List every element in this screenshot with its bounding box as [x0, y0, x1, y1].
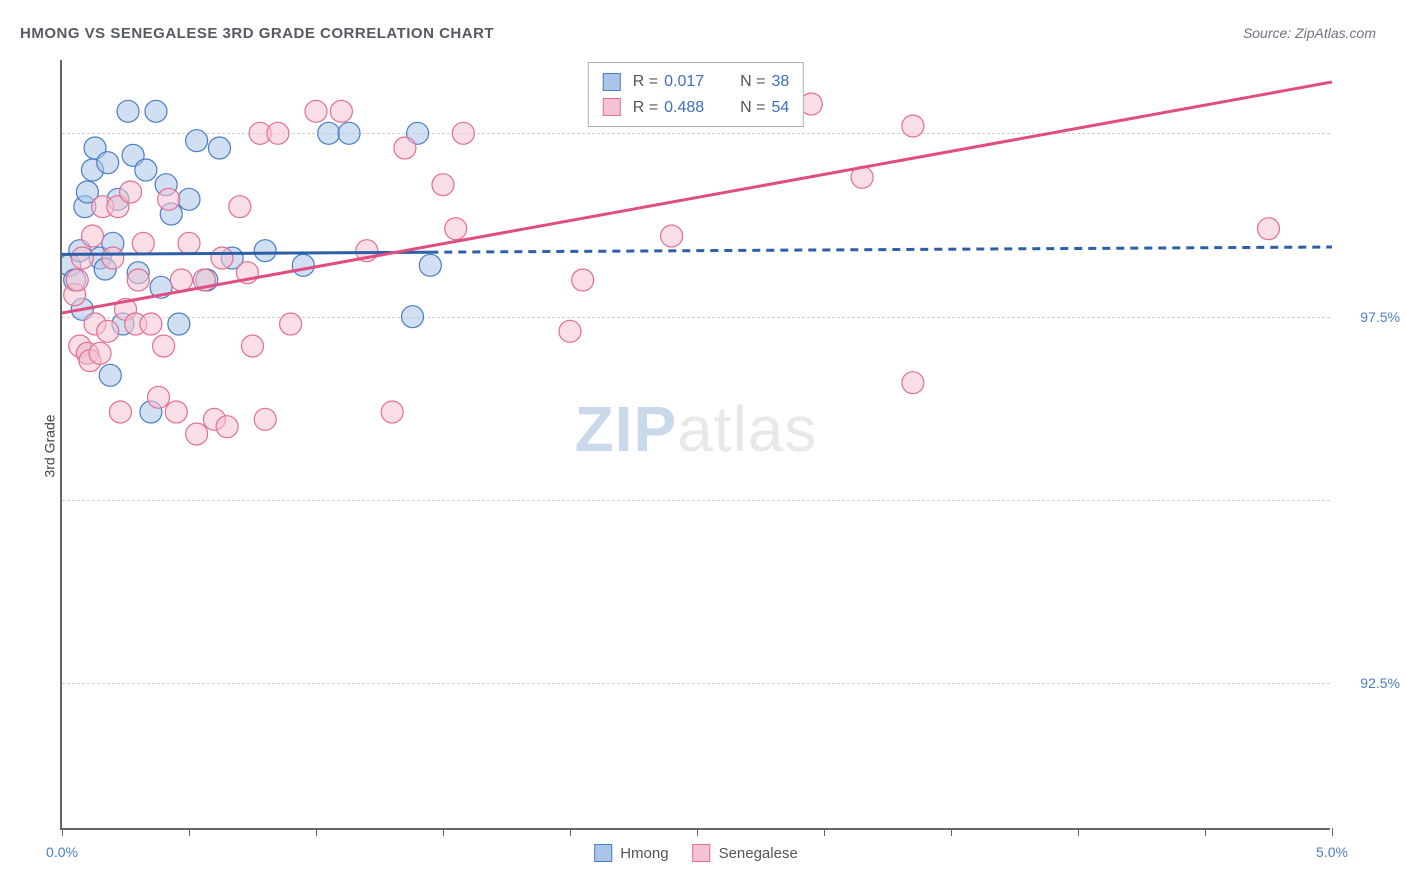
- stats-row-senegalese: R = 0.488 N = 54: [603, 95, 789, 121]
- plot-area: ZIPatlas 92.5%97.5% 0.0%5.0% R = 0.017 N…: [60, 60, 1330, 830]
- data-point: [117, 100, 139, 122]
- x-tick-label: 5.0%: [1316, 844, 1348, 860]
- stats-row-hmong: R = 0.017 N = 38: [603, 69, 789, 95]
- r-label: R =: [633, 69, 658, 95]
- data-point: [178, 188, 200, 210]
- data-point: [135, 159, 157, 181]
- data-point: [452, 122, 474, 144]
- bottom-legend: Hmong Senegalese: [594, 844, 798, 862]
- y-tick-label: 97.5%: [1340, 309, 1400, 325]
- regression-line-extrapolated: [430, 247, 1332, 252]
- swatch-senegalese: [603, 98, 621, 116]
- data-point: [318, 122, 340, 144]
- x-tick-label: 0.0%: [46, 844, 78, 860]
- n-label: N =: [740, 69, 765, 95]
- data-point: [292, 254, 314, 276]
- data-point: [216, 416, 238, 438]
- legend-item-hmong: Hmong: [594, 844, 668, 862]
- n-value-hmong: 38: [771, 69, 789, 95]
- data-point: [267, 122, 289, 144]
- regression-line: [62, 252, 430, 254]
- data-point: [170, 269, 192, 291]
- data-point: [158, 188, 180, 210]
- data-point: [97, 320, 119, 342]
- data-point: [902, 115, 924, 137]
- r-label: R =: [633, 95, 658, 121]
- data-point: [71, 247, 93, 269]
- data-point: [89, 342, 111, 364]
- data-point: [97, 152, 119, 174]
- data-point: [330, 100, 352, 122]
- data-point: [338, 122, 360, 144]
- data-point: [109, 401, 131, 423]
- y-tick-label: 92.5%: [1340, 675, 1400, 691]
- chart-title: HMONG VS SENEGALESE 3RD GRADE CORRELATIO…: [20, 25, 494, 42]
- data-point: [1258, 218, 1280, 240]
- legend-item-senegalese: Senegalese: [693, 844, 798, 862]
- data-point: [178, 232, 200, 254]
- legend-swatch-senegalese: [693, 844, 711, 862]
- data-point: [432, 174, 454, 196]
- stats-box: R = 0.017 N = 38 R = 0.488 N = 54: [588, 62, 804, 127]
- data-point: [99, 364, 121, 386]
- swatch-hmong: [603, 73, 621, 91]
- data-point: [66, 269, 88, 291]
- legend-swatch-hmong: [594, 844, 612, 862]
- data-point: [254, 408, 276, 430]
- data-point: [132, 232, 154, 254]
- r-value-hmong: 0.017: [664, 69, 724, 95]
- data-point: [120, 181, 142, 203]
- data-point: [211, 247, 233, 269]
- r-value-senegalese: 0.488: [664, 95, 724, 121]
- data-point: [168, 313, 190, 335]
- data-point: [254, 240, 276, 262]
- data-point: [305, 100, 327, 122]
- data-point: [186, 423, 208, 445]
- data-point: [165, 401, 187, 423]
- data-point: [145, 100, 167, 122]
- data-point: [394, 137, 416, 159]
- plot-svg: [62, 60, 1332, 830]
- data-point: [140, 313, 162, 335]
- chart-source: Source: ZipAtlas.com: [1243, 25, 1376, 41]
- data-point: [559, 320, 581, 342]
- legend-label-hmong: Hmong: [620, 845, 668, 862]
- x-tick: [1332, 828, 1333, 836]
- n-value-senegalese: 54: [771, 95, 789, 121]
- data-point: [208, 137, 230, 159]
- data-point: [186, 130, 208, 152]
- y-axis-label: 3rd Grade: [42, 414, 58, 477]
- data-point: [402, 306, 424, 328]
- data-point: [153, 335, 175, 357]
- data-point: [902, 372, 924, 394]
- data-point: [148, 386, 170, 408]
- n-label: N =: [740, 95, 765, 121]
- data-point: [229, 196, 251, 218]
- data-point: [445, 218, 467, 240]
- data-point: [127, 269, 149, 291]
- data-point: [661, 225, 683, 247]
- data-point: [81, 225, 103, 247]
- data-point: [242, 335, 264, 357]
- data-point: [280, 313, 302, 335]
- legend-label-senegalese: Senegalese: [719, 845, 798, 862]
- data-point: [572, 269, 594, 291]
- correlation-chart: HMONG VS SENEGALESE 3RD GRADE CORRELATIO…: [10, 10, 1396, 882]
- data-point: [102, 247, 124, 269]
- data-point: [419, 254, 441, 276]
- data-point: [381, 401, 403, 423]
